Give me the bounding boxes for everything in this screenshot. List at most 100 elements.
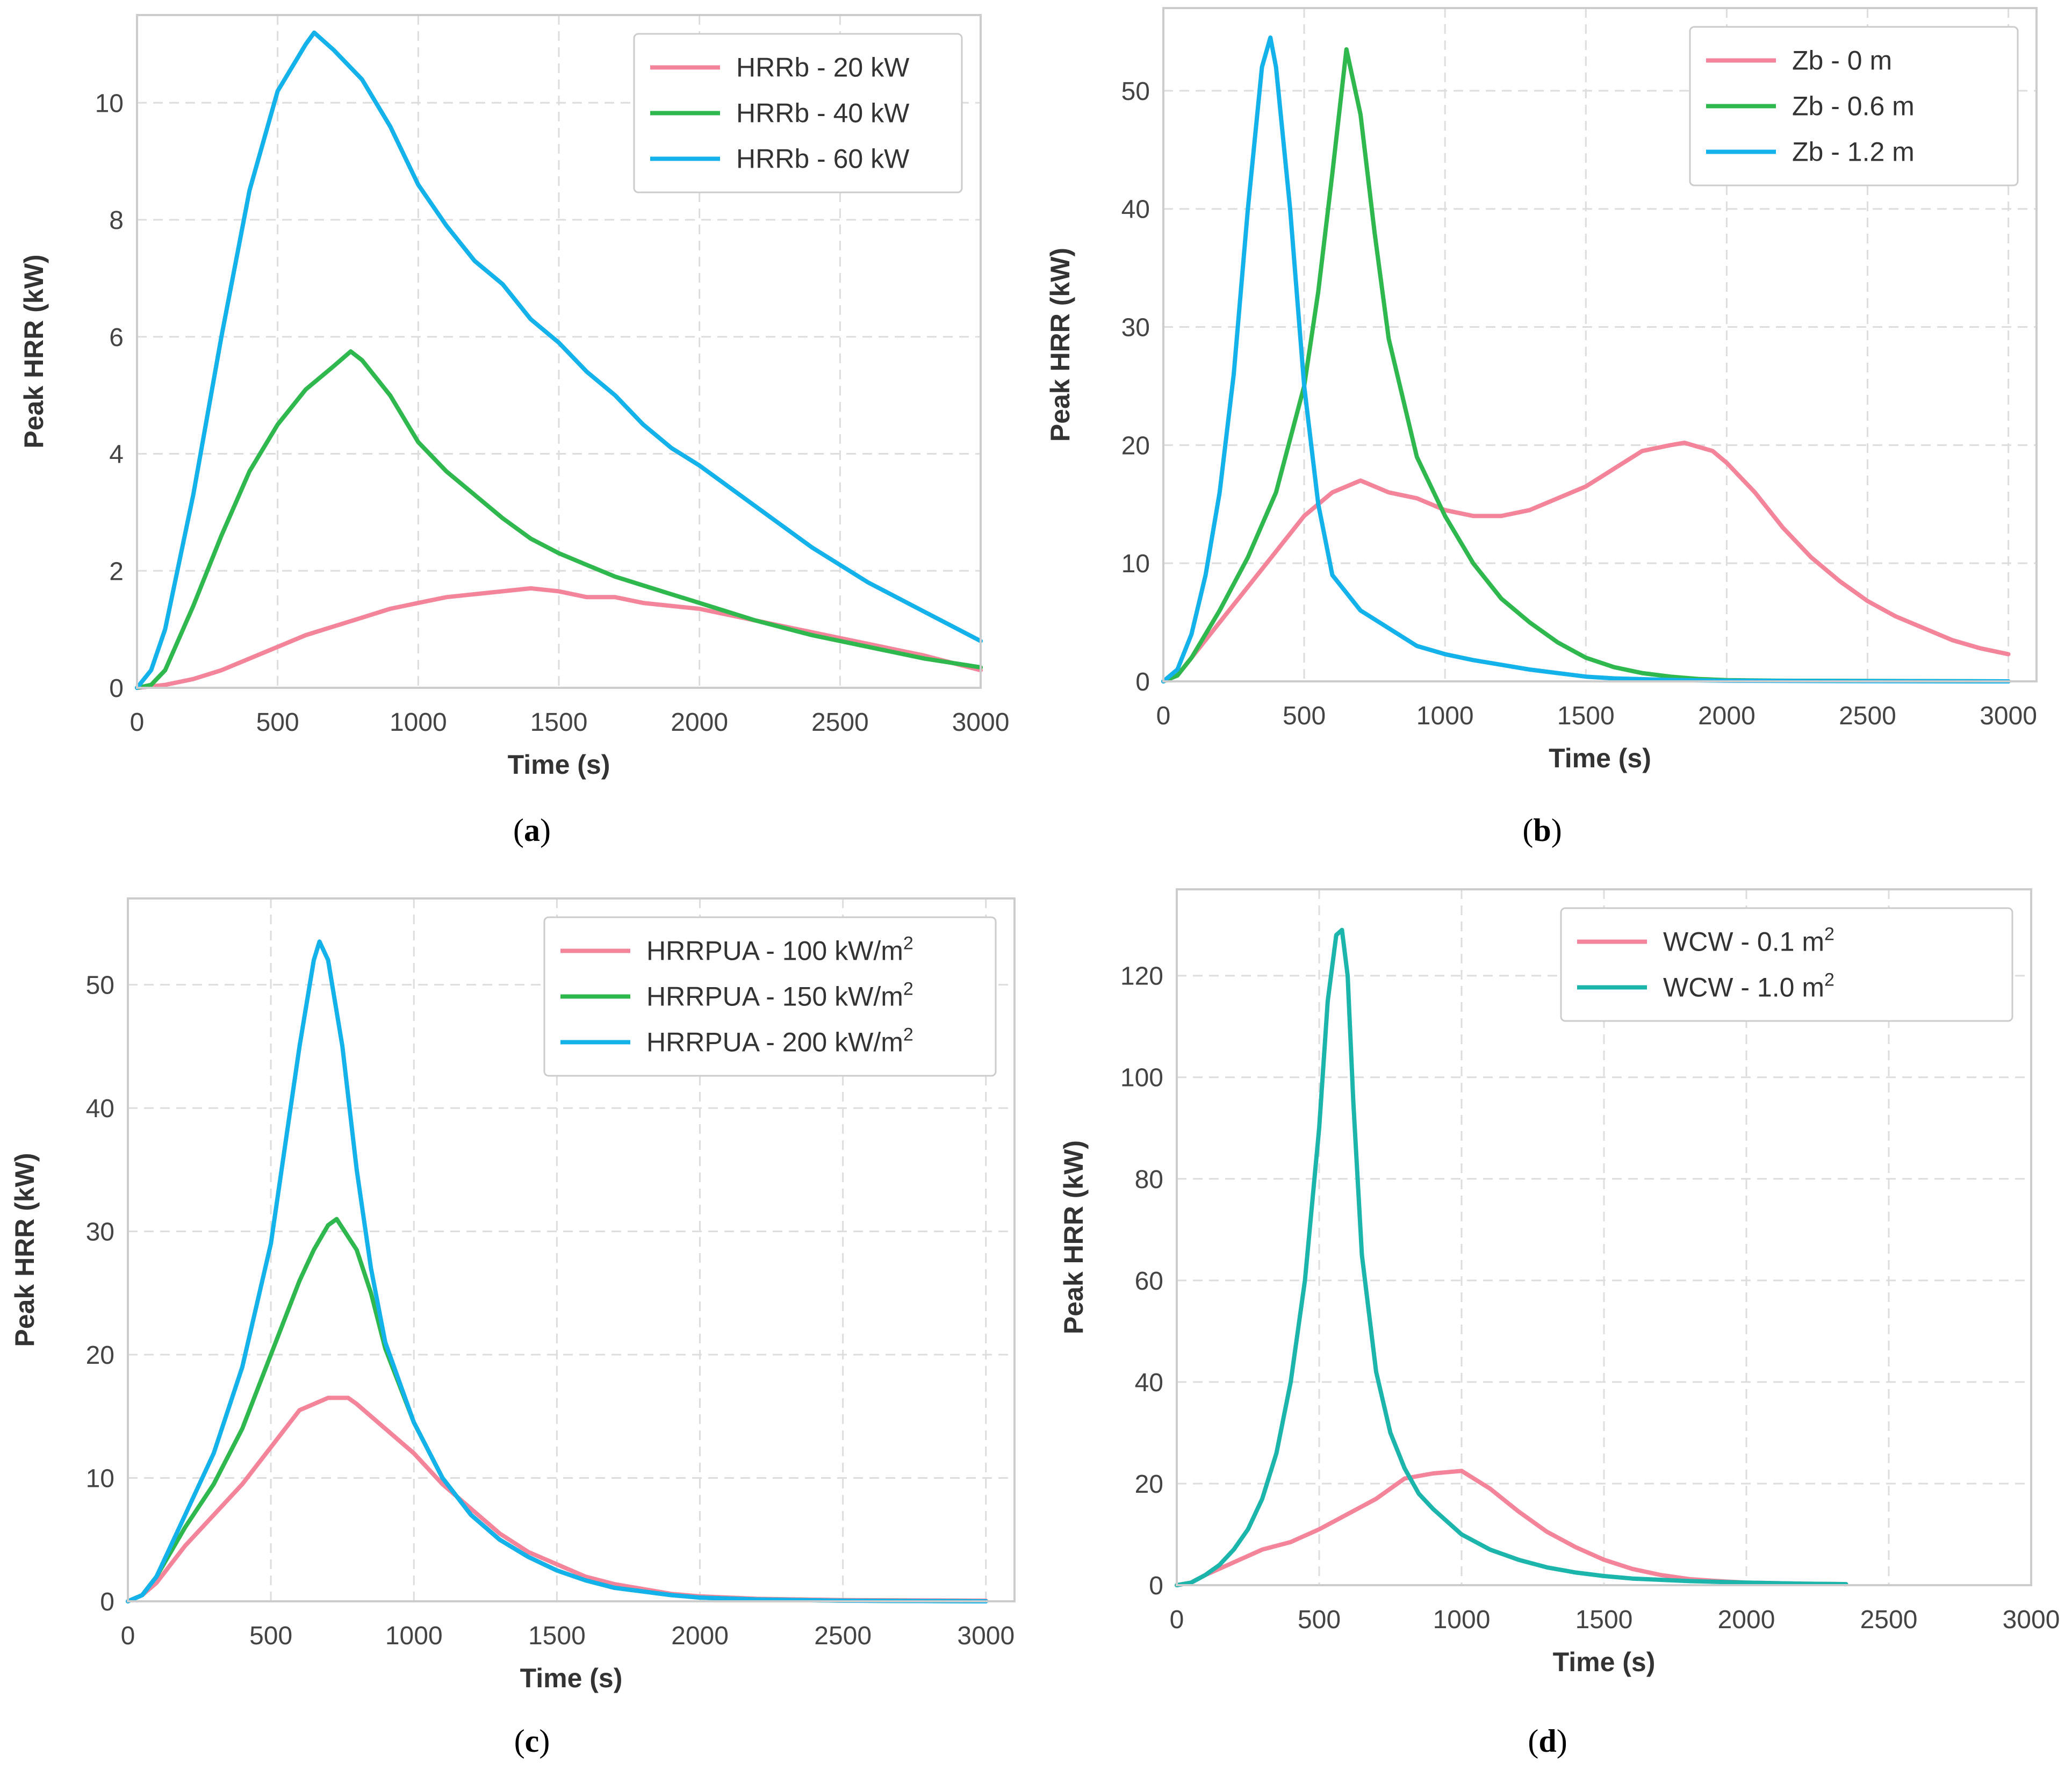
- x-tick-label: 2500: [1839, 702, 1896, 730]
- x-tick-label: 0: [121, 1622, 135, 1650]
- x-tick-label: 3000: [1980, 702, 2037, 730]
- panel-label: (d): [1528, 1723, 1567, 1759]
- y-tick-label: 20: [86, 1341, 114, 1370]
- x-axis-label: Time (s): [1553, 1647, 1656, 1677]
- x-tick-label: 2500: [814, 1622, 872, 1650]
- y-tick-label: 0: [100, 1588, 114, 1616]
- x-tick-label: 2000: [1698, 702, 1756, 730]
- plot-frame: [127, 897, 1016, 1602]
- y-tick-label: 120: [1120, 962, 1163, 991]
- y-tick-label: 100: [1120, 1064, 1163, 1092]
- x-tick-label: 1500: [528, 1622, 586, 1650]
- legend-entry: HRRb - 60 kW: [736, 144, 910, 174]
- series-line-2: [135, 349, 983, 690]
- y-tick-label: 0: [1149, 1572, 1163, 1600]
- x-tick-label: 1500: [1557, 702, 1615, 730]
- series-line-3: [1161, 35, 2011, 684]
- plot-frame: [136, 14, 982, 689]
- series-line-2: [1175, 927, 1848, 1587]
- panel-label: (b): [1522, 812, 1562, 848]
- x-tick-label: 3000: [2003, 1606, 2060, 1634]
- y-tick-label: 8: [109, 206, 124, 235]
- y-tick-label: 20: [1121, 431, 1150, 460]
- y-tick-label: 40: [86, 1095, 114, 1123]
- x-tick-label: 1000: [390, 708, 447, 737]
- panel-label: (c): [514, 1723, 550, 1759]
- y-tick-label: 80: [1135, 1166, 1163, 1194]
- series-line-3: [135, 30, 983, 690]
- plot-frame: [1162, 7, 2038, 682]
- x-tick-label: 2000: [671, 1622, 729, 1650]
- x-axis-label: Time (s): [1549, 743, 1651, 773]
- series-line-3: [126, 939, 988, 1603]
- x-tick-label: 2500: [1860, 1606, 1918, 1634]
- legend: WCW - 0.1 m2 WCW - 1.0 m2: [1560, 907, 2013, 1022]
- x-tick-label: 500: [1298, 1606, 1341, 1634]
- x-tick-label: 0: [1156, 702, 1171, 730]
- legend-entry: Zb - 0 m: [1792, 46, 1892, 76]
- legend-entry: HRRPUA - 200 kW/m2: [646, 1025, 913, 1058]
- x-tick-label: 500: [1283, 702, 1326, 730]
- x-tick-label: 500: [256, 708, 299, 737]
- legend-entry: WCW - 1.0 m2: [1663, 970, 1834, 1003]
- chart-panel-c: 0 500 1000 1500 2000 2500 3000 0 10 20 30 40 50 Time …: [10, 897, 1016, 1759]
- x-tick-label: 1500: [530, 708, 588, 737]
- y-tick-label: 30: [1121, 314, 1150, 342]
- panel-label: (a): [513, 812, 551, 848]
- chart-panel-a: 0 500 1000 1500 2000 2500 3000 0 2 4 6 8 10 Time (s) P…: [19, 14, 1010, 848]
- legend-box: [1689, 26, 2019, 186]
- legend-entry: HRRPUA - 100 kW/m2: [646, 933, 913, 966]
- legend: HRRPUA - 100 kW/m2 HRRPUA - 150 kW/m2 HRRP…: [543, 916, 997, 1077]
- x-tick-label: 2000: [671, 708, 728, 737]
- legend-entry: HRRb - 40 kW: [736, 98, 910, 128]
- legend-box: [543, 916, 997, 1077]
- x-axis-label: Time (s): [520, 1663, 623, 1693]
- y-tick-label: 0: [1135, 668, 1150, 696]
- y-tick-label: 6: [109, 323, 124, 352]
- x-tick-label: 3000: [957, 1622, 1015, 1650]
- x-tick-label: 1000: [1433, 1606, 1491, 1634]
- y-tick-label: 60: [1135, 1267, 1163, 1296]
- legend: HRRb - 20 kW HRRb - 40 kW HRRb - 60 kW: [633, 33, 963, 193]
- y-tick-label: 40: [1135, 1369, 1163, 1397]
- y-tick-label: 10: [1121, 550, 1150, 578]
- x-axis-label: Time (s): [508, 750, 610, 780]
- y-tick-label: 20: [1135, 1470, 1163, 1499]
- x-tick-label: 0: [1170, 1606, 1184, 1634]
- x-tick-label: 1000: [385, 1622, 443, 1650]
- legend-box: [633, 33, 963, 193]
- y-tick-label: 50: [1121, 77, 1150, 106]
- y-tick-label: 2: [109, 557, 124, 586]
- series-line-2: [1161, 47, 2011, 684]
- legend-entry: HRRb - 20 kW: [736, 53, 910, 83]
- x-tick-label: 0: [130, 708, 145, 737]
- y-axis-label: Peak HRR (kW): [10, 1153, 40, 1347]
- legend-entry: Zb - 1.2 m: [1792, 137, 1915, 167]
- x-tick-label: 1000: [1416, 702, 1474, 730]
- x-tick-label: 2000: [1718, 1606, 1775, 1634]
- legend-box: [1560, 907, 2013, 1022]
- plot-frame: [1176, 888, 2032, 1586]
- x-tick-label: 1500: [1575, 1606, 1633, 1634]
- chart-panel-d: 0 500 1000 1500 2000 2500 3000 0 20 40 60 80 100 120 T…: [1059, 888, 2060, 1759]
- chart-panel-b: 0 500 1000 1500 2000 2500 3000 0 10 20 30 40 50 Time …: [1045, 7, 2038, 848]
- y-axis-label: Peak HRR (kW): [19, 254, 49, 448]
- legend: Zb - 0 m Zb - 0.6 m Zb - 1.2 m: [1689, 26, 2019, 186]
- y-tick-label: 10: [86, 1465, 114, 1493]
- y-tick-label: 0: [109, 674, 124, 703]
- y-axis-label: Peak HRR (kW): [1059, 1140, 1089, 1334]
- y-tick-label: 30: [86, 1218, 114, 1247]
- legend-entry: WCW - 0.1 m2: [1663, 924, 1834, 957]
- legend-entry: HRRPUA - 150 kW/m2: [646, 979, 913, 1012]
- y-tick-label: 4: [109, 441, 124, 469]
- legend-entry: Zb - 0.6 m: [1792, 91, 1915, 121]
- y-tick-label: 40: [1121, 196, 1150, 224]
- series-line-1: [1161, 441, 2011, 684]
- y-tick-label: 50: [86, 972, 114, 1000]
- y-axis-label: Peak HRR (kW): [1045, 248, 1075, 442]
- x-tick-label: 500: [249, 1622, 292, 1650]
- y-tick-label: 10: [95, 89, 124, 118]
- x-tick-label: 3000: [952, 708, 1010, 737]
- x-tick-label: 2500: [811, 708, 869, 737]
